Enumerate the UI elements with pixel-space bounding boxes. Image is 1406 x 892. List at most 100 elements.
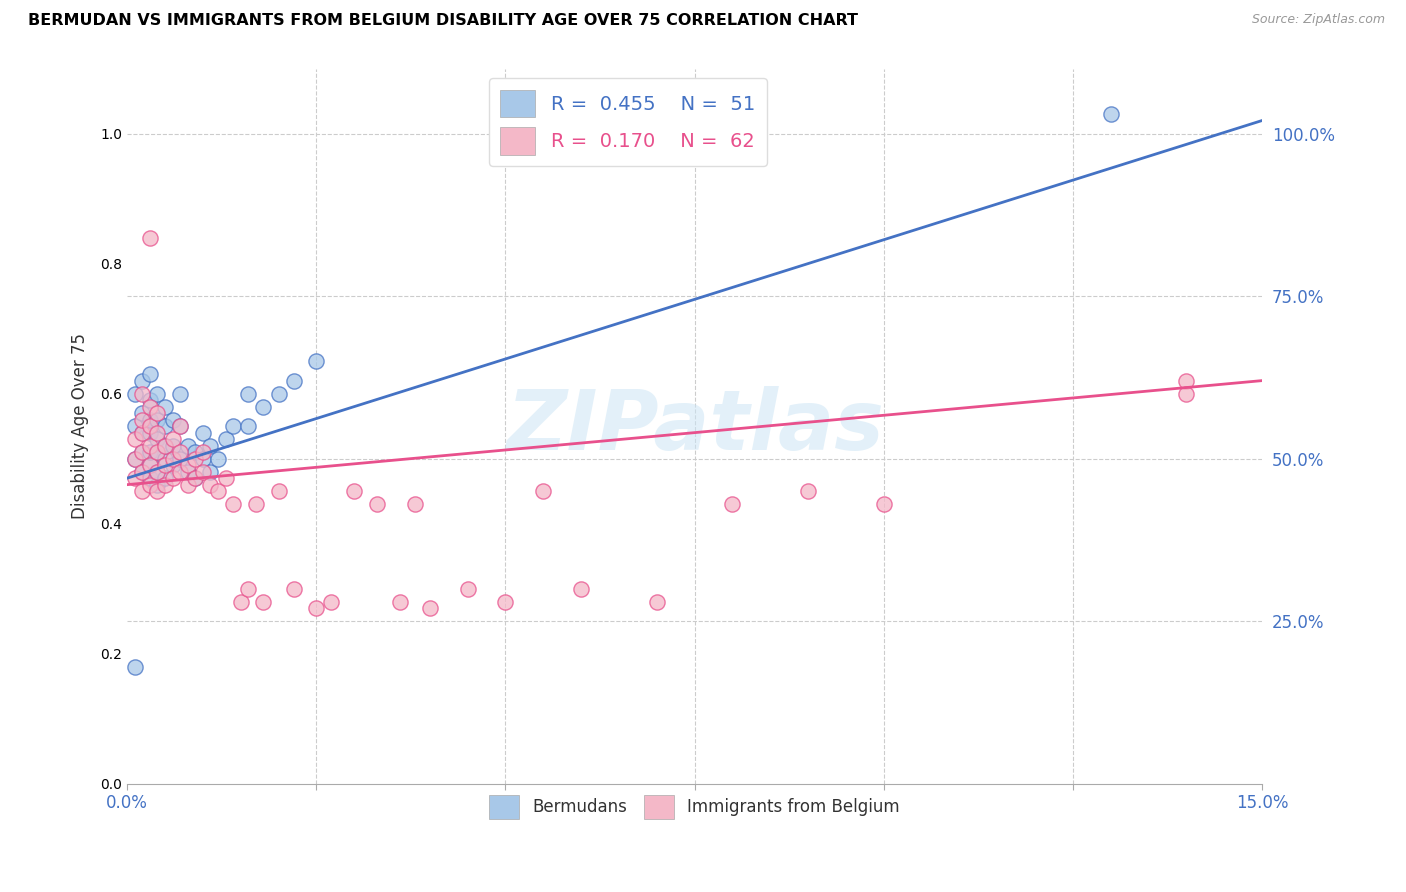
Point <box>283 582 305 596</box>
Point <box>1175 374 1198 388</box>
Point <box>139 425 162 440</box>
Point <box>131 484 153 499</box>
Point <box>131 406 153 420</box>
Point <box>131 425 153 440</box>
Point <box>146 445 169 459</box>
Point <box>131 445 153 459</box>
Point <box>124 451 146 466</box>
Point <box>169 465 191 479</box>
Point <box>153 477 176 491</box>
Point <box>139 367 162 381</box>
Point <box>495 595 517 609</box>
Point <box>169 445 191 459</box>
Point <box>252 595 274 609</box>
Point <box>146 406 169 420</box>
Point <box>131 425 153 440</box>
Point <box>238 386 260 401</box>
Point <box>267 386 290 401</box>
Point <box>1175 386 1198 401</box>
Point <box>321 595 343 609</box>
Point <box>139 458 162 472</box>
Point <box>184 451 207 466</box>
Point <box>146 465 169 479</box>
Point <box>153 400 176 414</box>
Text: ZIPatlas: ZIPatlas <box>506 385 883 467</box>
Point <box>139 477 162 491</box>
Point <box>214 471 236 485</box>
Point <box>124 659 146 673</box>
Point <box>153 451 176 466</box>
Point <box>139 445 162 459</box>
Point <box>146 412 169 426</box>
Point <box>146 477 169 491</box>
Point <box>124 432 146 446</box>
Point <box>404 497 426 511</box>
Point <box>797 484 820 499</box>
Point <box>169 419 191 434</box>
Point <box>457 582 479 596</box>
Point <box>267 484 290 499</box>
Point <box>139 400 162 414</box>
Point <box>162 412 184 426</box>
Point <box>207 451 229 466</box>
Point <box>873 497 896 511</box>
Point <box>184 445 207 459</box>
Point <box>1099 107 1122 121</box>
Point <box>200 465 222 479</box>
Point <box>153 419 176 434</box>
Point <box>252 400 274 414</box>
Point <box>200 477 222 491</box>
Point <box>645 595 668 609</box>
Y-axis label: Disability Age Over 75: Disability Age Over 75 <box>72 333 89 519</box>
Point <box>177 458 200 472</box>
Point <box>191 451 214 466</box>
Point <box>162 458 184 472</box>
Point <box>283 374 305 388</box>
Point <box>124 386 146 401</box>
Point <box>169 419 191 434</box>
Point <box>162 451 184 466</box>
Point <box>131 445 153 459</box>
Point <box>139 439 162 453</box>
Point <box>131 412 153 426</box>
Point <box>184 471 207 485</box>
Text: Source: ZipAtlas.com: Source: ZipAtlas.com <box>1251 13 1385 27</box>
Point <box>245 497 267 511</box>
Point <box>169 386 191 401</box>
Point <box>139 419 162 434</box>
Point <box>153 458 176 472</box>
Point <box>366 497 388 511</box>
Point <box>184 471 207 485</box>
Point <box>238 582 260 596</box>
Point <box>222 497 245 511</box>
Point <box>162 432 184 446</box>
Legend: Bermudans, Immigrants from Belgium: Bermudans, Immigrants from Belgium <box>482 789 907 825</box>
Point <box>146 432 169 446</box>
Point <box>177 477 200 491</box>
Point <box>238 419 260 434</box>
Point <box>177 439 200 453</box>
Point <box>229 595 252 609</box>
Point <box>305 354 328 368</box>
Point <box>139 471 162 485</box>
Point <box>207 484 229 499</box>
Point <box>146 425 169 440</box>
Point <box>531 484 554 499</box>
Text: BERMUDAN VS IMMIGRANTS FROM BELGIUM DISABILITY AGE OVER 75 CORRELATION CHART: BERMUDAN VS IMMIGRANTS FROM BELGIUM DISA… <box>28 13 858 29</box>
Point <box>124 471 146 485</box>
Point <box>191 425 214 440</box>
Point <box>139 230 162 244</box>
Point <box>343 484 366 499</box>
Point <box>222 419 245 434</box>
Point <box>139 412 162 426</box>
Point <box>162 439 184 453</box>
Point <box>124 419 146 434</box>
Point <box>214 432 236 446</box>
Point <box>131 465 153 479</box>
Point <box>569 582 592 596</box>
Point <box>153 471 176 485</box>
Point <box>177 465 200 479</box>
Point <box>721 497 744 511</box>
Point <box>419 601 441 615</box>
Point <box>139 458 162 472</box>
